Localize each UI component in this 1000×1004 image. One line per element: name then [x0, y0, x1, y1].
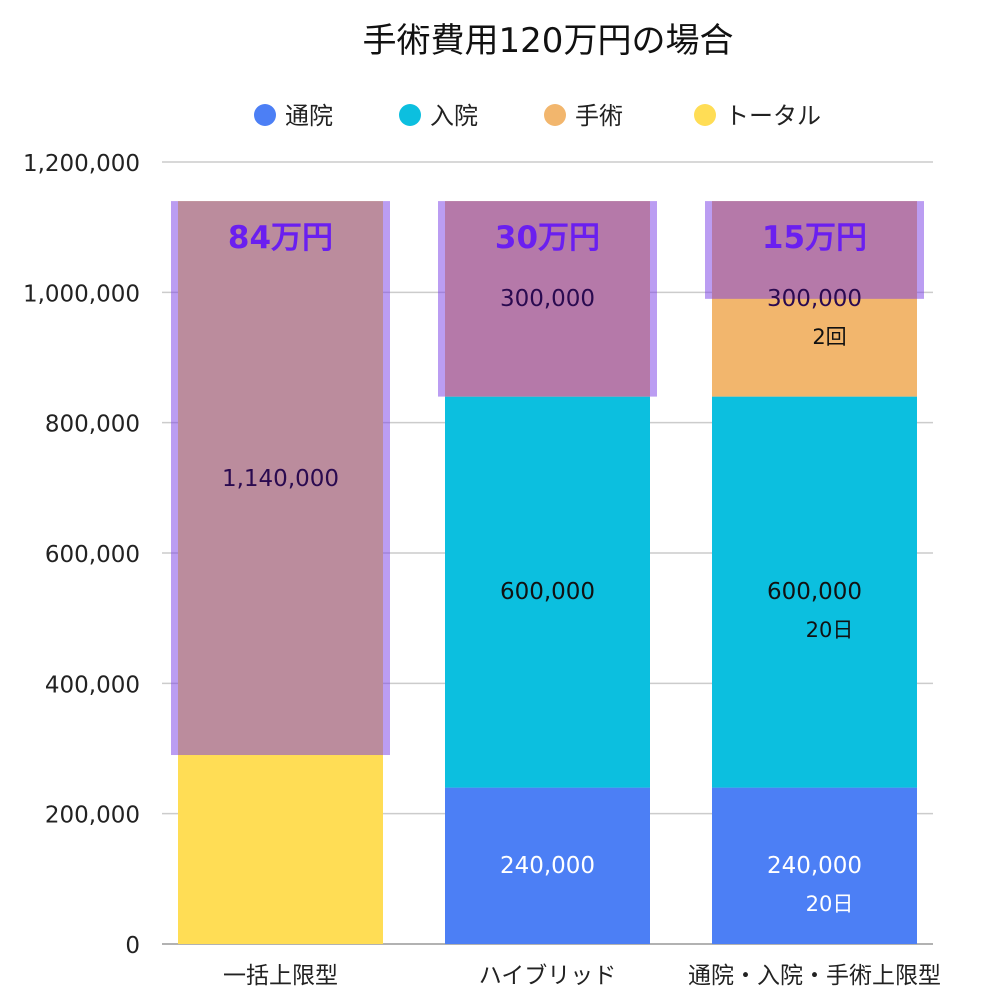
data-labels: 1,140,000 240,000 600,000 300,000 240,000 20日… — [222, 286, 862, 916]
data-note: 2回 — [812, 325, 846, 349]
bar-segment-通院 — [712, 787, 917, 944]
data-label: 300,000 — [500, 286, 595, 312]
legend-label-3: トータル — [725, 102, 821, 130]
y-tick-label: 400,000 — [45, 672, 140, 698]
legend-label-0: 通院 — [285, 102, 333, 130]
y-tick-label: 200,000 — [45, 803, 140, 829]
y-tick-label: 0 — [125, 933, 140, 959]
data-label: 240,000 — [767, 853, 862, 879]
bar-segment-入院 — [712, 396, 917, 788]
y-tick-label: 600,000 — [45, 542, 140, 568]
y-tick-label: 800,000 — [45, 412, 140, 438]
bar-segment-入院 — [445, 396, 650, 788]
annotation-label: 84万円 — [228, 220, 333, 256]
data-note: 20日 — [806, 892, 854, 916]
annotation-box — [705, 201, 924, 299]
data-label: 300,000 — [767, 286, 862, 312]
y-axis: 0 200,000 400,000 600,000 800,000 1,000,000 1,… — [23, 151, 140, 959]
x-tick-label: ハイブリッド — [479, 963, 617, 989]
data-label: 600,000 — [767, 579, 862, 605]
annotation-box — [171, 201, 390, 756]
data-label: 600,000 — [500, 579, 595, 605]
x-tick-label: 通院・入院・手術上限型 — [688, 963, 941, 989]
annotation-box — [438, 201, 657, 397]
bar-segment-通院 — [445, 787, 650, 944]
y-tick-label: 1,200,000 — [23, 151, 140, 177]
legend-marker-0 — [254, 104, 276, 126]
x-tick-label: 一括上限型 — [223, 963, 338, 989]
data-label: 1,140,000 — [222, 466, 339, 492]
annotation-label: 30万円 — [495, 220, 600, 256]
annotation-label: 15万円 — [762, 220, 867, 256]
legend-marker-2 — [544, 104, 566, 126]
y-tick-label: 1,000,000 — [23, 281, 140, 307]
legend-marker-1 — [399, 104, 421, 126]
data-note: 20日 — [806, 618, 854, 642]
legend: 通院 入院 手術 トータル — [254, 102, 821, 130]
x-axis: 一括上限型 ハイブリッド 通院・入院・手術上限型 — [223, 963, 941, 989]
data-label: 240,000 — [500, 853, 595, 879]
legend-label-2: 手術 — [575, 102, 623, 130]
legend-marker-3 — [694, 104, 716, 126]
annotation-overlays: 84万円 30万円 15万円 — [171, 201, 924, 756]
legend-label-1: 入院 — [430, 102, 478, 130]
chart-title: 手術費用120万円の場合 — [363, 21, 734, 61]
